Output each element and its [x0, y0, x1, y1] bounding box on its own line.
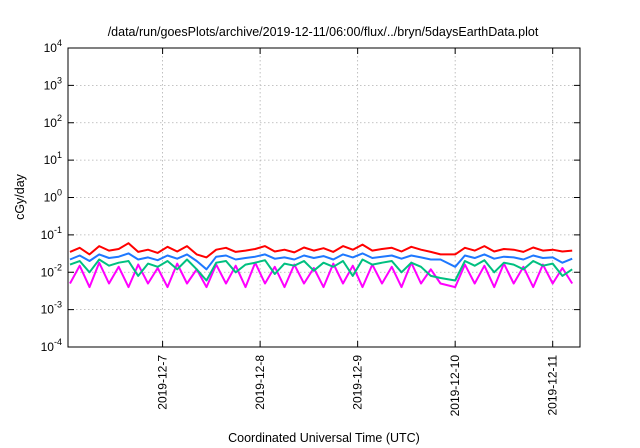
y-tick-base: 10: [44, 153, 58, 167]
y-tick-base: 10: [44, 191, 58, 205]
y-tick-label: 10-4: [41, 337, 62, 354]
series-line-blue: [69, 252, 573, 271]
y-tick-base: 10: [41, 265, 55, 279]
y-tick-exponent: 0: [57, 188, 62, 198]
axis-ticks: 10-410-310-210-11001011021031042019-12-7…: [41, 38, 580, 416]
x-tick-label: 2019-12-7: [156, 355, 170, 410]
y-tick-exponent: -4: [54, 337, 62, 347]
y-tick-label: 10-3: [41, 300, 62, 317]
y-tick-exponent: 3: [57, 75, 62, 85]
x-axis-label: Coordinated Universal Time (UTC): [228, 431, 420, 445]
y-tick-exponent: -3: [54, 300, 62, 310]
y-tick-base: 10: [44, 116, 58, 130]
series-line-red: [69, 242, 573, 259]
y-tick-exponent: -1: [54, 225, 62, 235]
y-tick-base: 10: [41, 303, 55, 317]
y-tick-label: 10-1: [41, 225, 62, 242]
y-tick-exponent: 1: [57, 150, 62, 160]
series-group: [69, 242, 574, 289]
y-tick-base: 10: [41, 340, 55, 354]
x-tick-label: 2019-12-8: [253, 355, 267, 410]
y-tick-base: 10: [41, 228, 55, 242]
chart-title: /data/run/goesPlots/archive/2019-12-11/0…: [108, 25, 539, 39]
y-tick-exponent: -2: [54, 262, 62, 272]
x-tick-label: 2019-12-9: [351, 355, 365, 410]
series-line-green: [69, 258, 573, 282]
x-tick-label: 2019-12-11: [546, 355, 560, 416]
x-tick-label: 2019-12-10: [448, 355, 462, 417]
y-tick-label: 101: [44, 150, 62, 167]
y-tick-label: 10-2: [41, 262, 62, 279]
y-tick-label: 100: [44, 188, 62, 205]
y-tick-base: 10: [44, 78, 58, 92]
y-tick-label: 102: [44, 113, 62, 130]
series-line-magenta: [69, 261, 574, 289]
y-axis-label: cGy/day: [13, 173, 27, 220]
y-tick-base: 10: [44, 41, 58, 55]
y-tick-label: 103: [44, 75, 62, 92]
y-tick-exponent: 4: [57, 38, 62, 48]
grid: [68, 48, 580, 347]
y-tick-label: 104: [44, 38, 62, 55]
y-tick-exponent: 2: [57, 113, 62, 123]
